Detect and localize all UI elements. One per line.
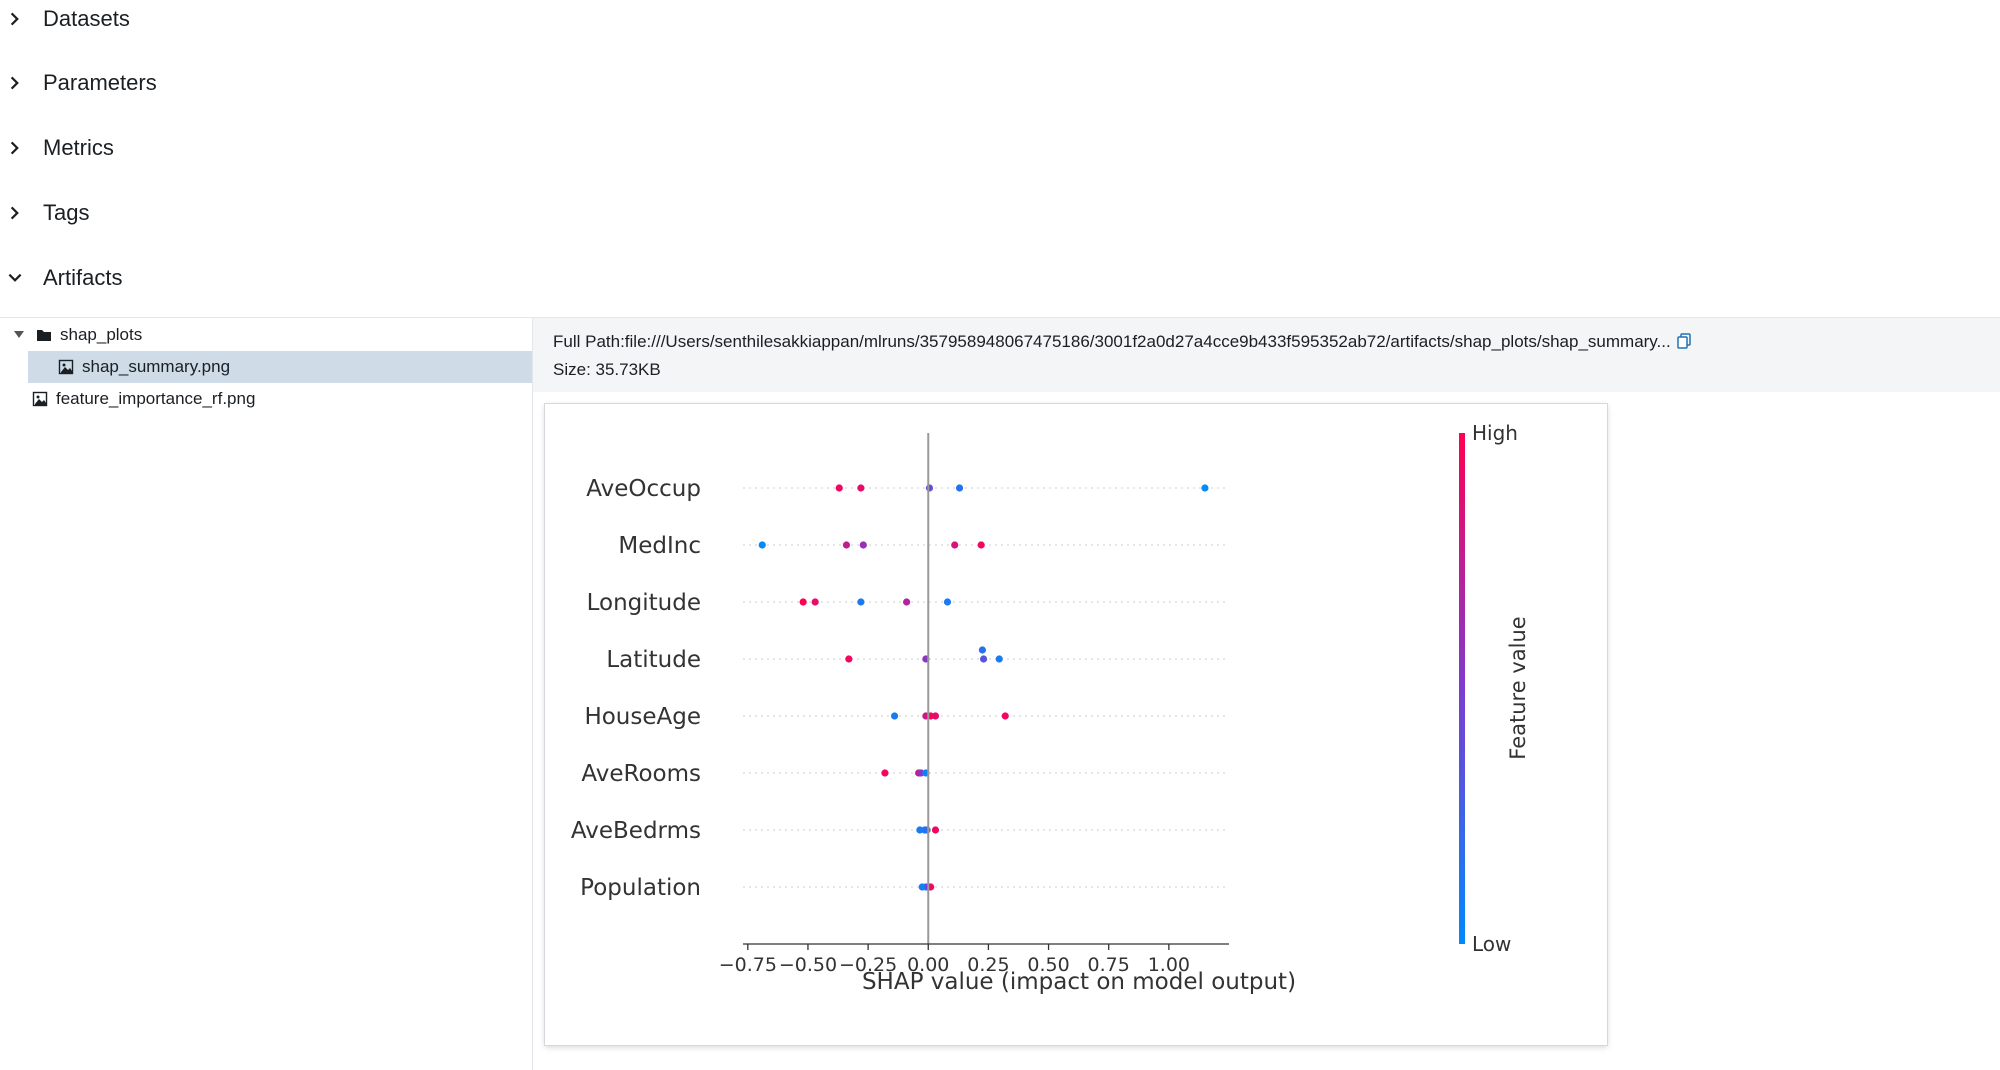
feature-label: Longitude (587, 590, 701, 616)
artifact-image-preview: AveOccup MedInc Longitude Latitude HouseAge A… (545, 404, 1607, 1045)
tree-file-shap-summary[interactable]: shap_summary.png (28, 351, 532, 383)
shap-point (881, 769, 889, 777)
shap-point (951, 541, 959, 549)
section-label: Metrics (43, 135, 114, 160)
section-parameters[interactable]: Parameters (0, 61, 157, 105)
x-tick-label: 0.00 (907, 954, 949, 976)
shap-summary-chart: AveOccup MedInc Longitude Latitude HouseAge A… (571, 421, 1530, 995)
section-label: Artifacts (43, 265, 123, 290)
tree-file-label: feature_importance_rf.png (56, 389, 256, 408)
shap-point (931, 826, 940, 834)
full-path-line: Full Path:file:///Users/senthilesakkiapp… (553, 332, 1691, 352)
x-tick-label: −0.75 (719, 954, 777, 976)
section-label: Tags (43, 200, 90, 225)
shap-point (943, 598, 952, 606)
chevron-right-icon (0, 133, 30, 163)
shap-point (903, 598, 911, 606)
x-tick-label: 0.50 (1027, 954, 1069, 976)
shap-point (890, 712, 899, 720)
x-tick-label: 1.00 (1148, 954, 1190, 976)
chevron-right-icon (0, 4, 30, 34)
feature-label: HouseAge (584, 704, 701, 730)
image-file-icon (58, 359, 74, 375)
shap-point (1001, 712, 1009, 720)
colorbar-title: Feature value (1506, 616, 1530, 759)
shap-point (845, 655, 853, 663)
folder-icon (36, 327, 52, 343)
shap-point (835, 484, 843, 492)
section-artifacts[interactable]: Artifacts (0, 256, 122, 300)
shap-point (955, 484, 964, 492)
x-tick-label: −0.25 (839, 954, 897, 976)
shap-point (1201, 484, 1209, 492)
shap-point (923, 826, 931, 834)
chevron-right-icon (0, 68, 30, 98)
tree-file-label: shap_summary.png (82, 357, 231, 376)
shap-point (842, 541, 851, 549)
shap-point (931, 712, 940, 720)
shap-point (811, 598, 819, 606)
colorbar-high-label: High (1472, 421, 1518, 445)
copy-icon[interactable] (1676, 333, 1691, 349)
artifact-info-bar: Full Path:file:///Users/senthilesakkiapp… (533, 318, 2000, 392)
shap-point (857, 484, 865, 492)
shap-point (758, 541, 766, 549)
section-label: Datasets (43, 6, 130, 31)
shap-point (925, 484, 934, 492)
x-tick-label: 0.75 (1088, 954, 1130, 976)
x-tick-label: −0.50 (779, 954, 837, 976)
caret-down-icon[interactable] (12, 328, 26, 342)
feature-label: MedInc (618, 533, 701, 559)
shap-point (995, 655, 1003, 663)
shap-point (857, 598, 865, 606)
section-metrics[interactable]: Metrics (0, 126, 114, 170)
x-tick-label: 0.25 (967, 954, 1009, 976)
section-label: Parameters (43, 70, 157, 95)
tree-folder-label: shap_plots (60, 325, 143, 344)
feature-label: AveRooms (581, 761, 701, 787)
artifact-tree: shap_plots shap_summary.png feature_impo… (0, 318, 533, 1070)
tree-folder-shap-plots[interactable]: shap_plots (12, 319, 530, 351)
shap-point (799, 598, 807, 606)
image-file-icon (32, 391, 48, 407)
x-axis-label: SHAP value (impact on model output) (862, 969, 1296, 995)
feature-label: Latitude (606, 647, 701, 673)
colorbar-low-label: Low (1472, 932, 1511, 956)
feature-label: AveBedrms (571, 818, 701, 844)
colorbar (1459, 433, 1465, 944)
shap-point (859, 541, 867, 549)
section-datasets[interactable]: Datasets (0, 0, 130, 41)
section-tags[interactable]: Tags (0, 191, 89, 235)
chevron-right-icon (0, 198, 30, 228)
feature-label: AveOccup (586, 476, 701, 502)
full-path-text: Full Path:file:///Users/senthilesakkiapp… (553, 332, 1671, 351)
artifacts-panel: shap_plots shap_summary.png feature_impo… (0, 317, 2000, 1070)
feature-label: Population (580, 875, 701, 901)
tree-file-feature-importance[interactable]: feature_importance_rf.png (32, 383, 530, 415)
chevron-down-icon (0, 263, 30, 293)
shap-point (979, 655, 988, 663)
shap-point (978, 646, 986, 654)
shap-point (977, 541, 985, 549)
size-text: Size: 35.73KB (553, 360, 661, 379)
